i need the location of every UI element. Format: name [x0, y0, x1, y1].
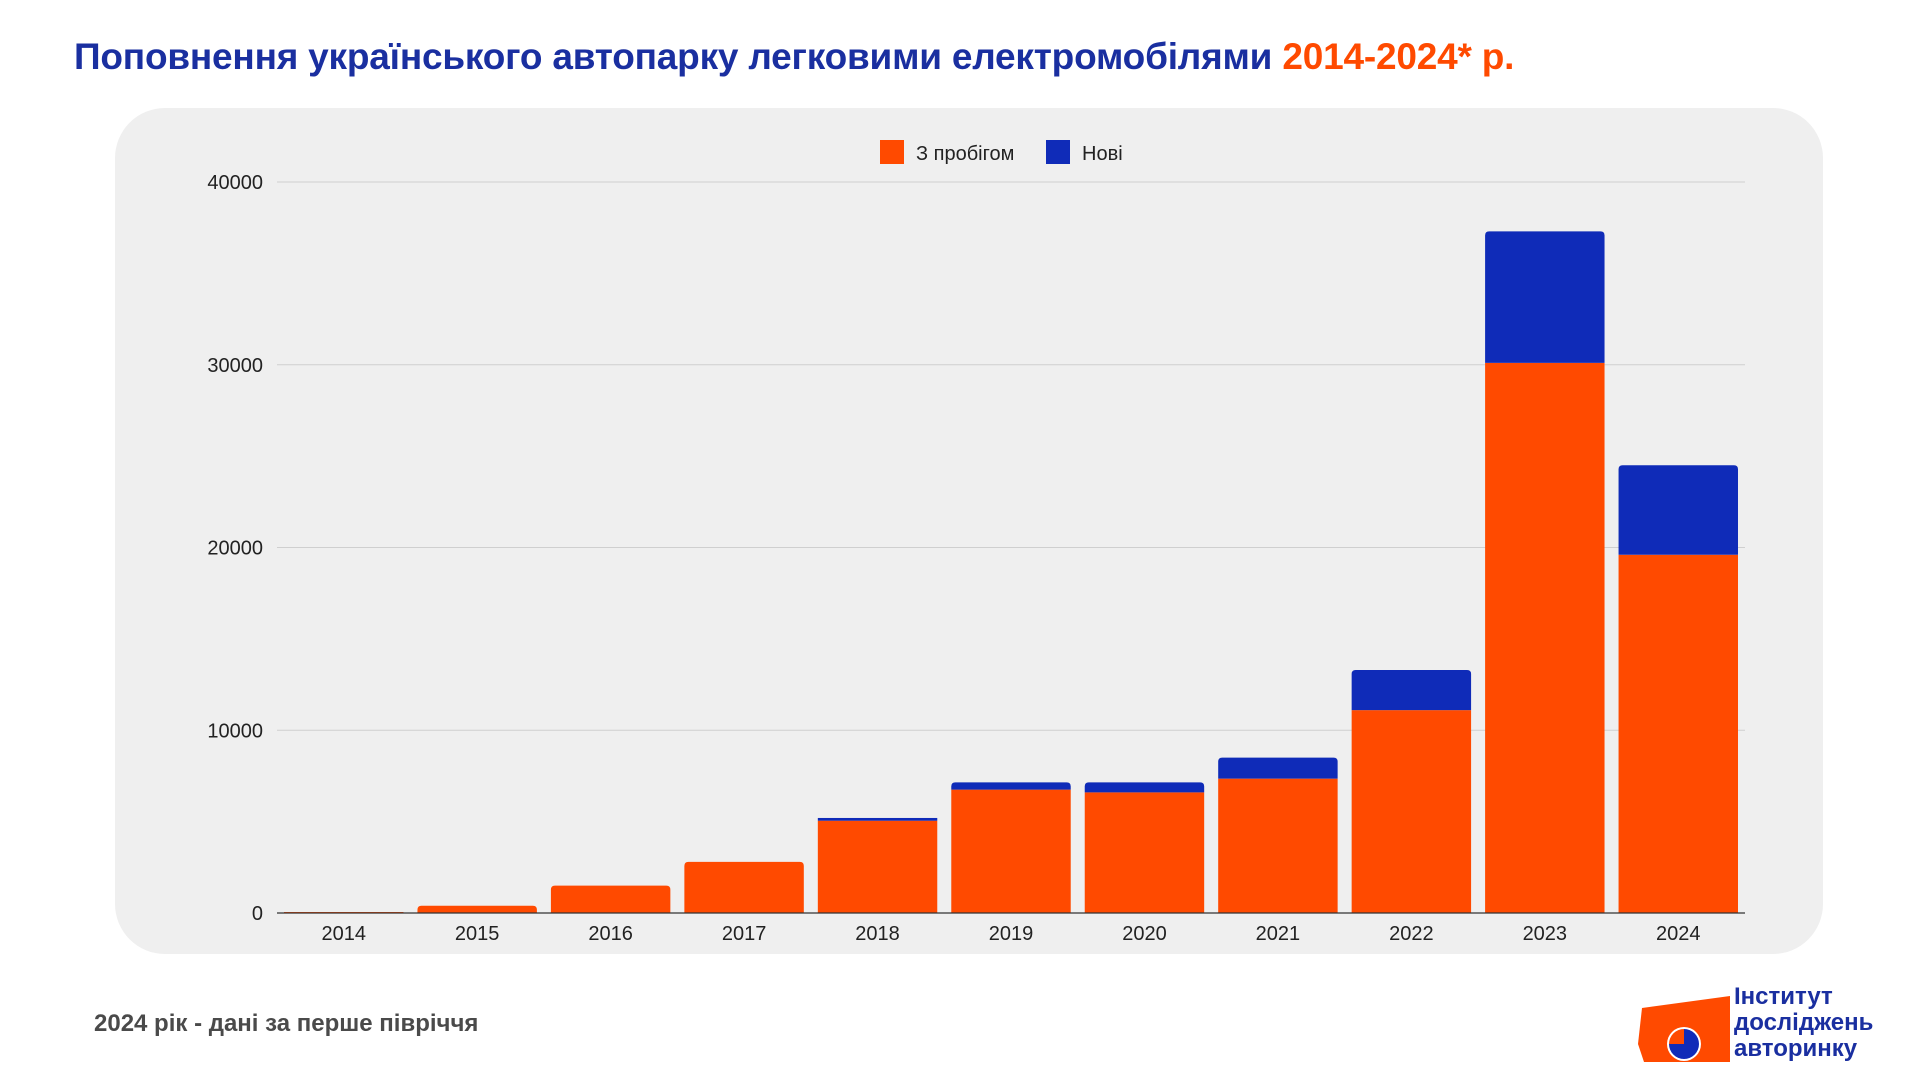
x-tick-label-2017: 2017	[722, 923, 767, 945]
y-tick-label-30000: 30000	[207, 355, 263, 377]
bar-used-2015	[417, 905, 537, 913]
x-tick-label-2014: 2014	[321, 923, 366, 945]
x-tick-label-2016: 2016	[588, 923, 633, 945]
x-tick-label-2024: 2024	[1656, 923, 1701, 945]
title-accent: 2014-2024* р.	[1282, 36, 1515, 77]
x-tick-label-2019: 2019	[989, 923, 1034, 945]
x-tick-label-2020: 2020	[1122, 923, 1167, 945]
bar-used-2021	[1218, 778, 1338, 913]
logo-line-3: авторинку	[1734, 1035, 1858, 1062]
bar-used-2016	[550, 885, 671, 913]
bar-new-2021	[1218, 757, 1338, 779]
bar-used-2019	[951, 789, 1071, 913]
bar-used-2018	[817, 820, 938, 913]
legend-swatch-new	[1046, 140, 1070, 164]
logo-line-2: досліджень	[1734, 1009, 1874, 1036]
x-tick-label-2018: 2018	[855, 923, 900, 945]
logo-text: Інститут досліджень авторинку	[1734, 984, 1873, 1062]
x-tick-label-2023: 2023	[1523, 923, 1568, 945]
legend-label-new: Нові	[1082, 143, 1123, 165]
y-tick-label-0: 0	[252, 903, 263, 925]
chart-title: Поповнення українського автопарку легков…	[74, 36, 1514, 78]
bar-used-2017	[684, 861, 804, 913]
bar-new-2019	[951, 782, 1071, 790]
legend-label-used: З пробігом	[916, 143, 1014, 165]
y-tick-label-40000: 40000	[207, 172, 263, 194]
stacked-bar-chart: 0 10000 20000 30000 40000 2014 2015 2016 2017 201…	[207, 140, 1745, 945]
title-main: Поповнення українського автопарку легков…	[74, 36, 1273, 77]
bar-used-2022	[1351, 710, 1472, 913]
bar-used-2023	[1485, 362, 1605, 913]
x-tick-label-2015: 2015	[455, 923, 500, 945]
y-tick-label-10000: 10000	[207, 720, 263, 742]
bar-new-2024	[1618, 465, 1738, 555]
y-tick-label-20000: 20000	[207, 538, 263, 560]
bar-used-2024	[1618, 554, 1738, 913]
bar-new-2020	[1084, 782, 1205, 793]
bar-new-2022	[1351, 669, 1472, 711]
bar-new-2018	[817, 817, 938, 821]
legend-swatch-used	[880, 140, 904, 164]
x-tick-label-2021: 2021	[1256, 923, 1301, 945]
chart-panel: 0 10000 20000 30000 40000 2014 2015 2016 2017 201…	[115, 108, 1823, 954]
bar-new-2023	[1485, 231, 1605, 363]
bar-used-2020	[1084, 792, 1205, 913]
logo-icon	[1638, 996, 1730, 1062]
footnote: 2024 рік - дані за перше півріччя	[94, 1010, 479, 1037]
logo-line-1: Інститут	[1734, 983, 1833, 1010]
x-tick-label-2022: 2022	[1389, 923, 1434, 945]
